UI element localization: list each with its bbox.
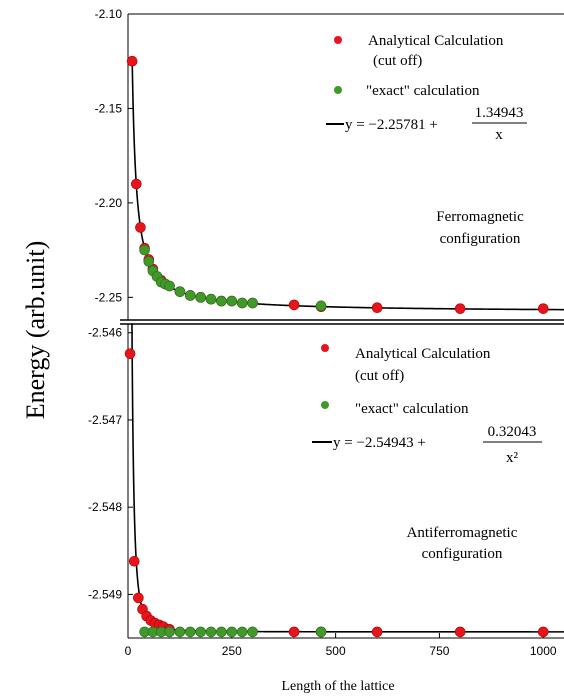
top-panel: -2.10 -2.15 -2.20 -2.25 Analytical Calculat… bbox=[95, 7, 564, 320]
top-exact-point bbox=[184, 290, 196, 301]
bottom-exact-point bbox=[247, 626, 258, 638]
x-tick-label: 500 bbox=[326, 644, 346, 658]
bottom-legend-fit-denominator: x² bbox=[506, 450, 519, 466]
bottom-x-ticks: 0 250 500 750 1000 bbox=[125, 633, 557, 658]
top-analytical-point bbox=[537, 303, 549, 314]
y-axis-label: Energy (arb.unit) bbox=[21, 241, 50, 420]
top-exact-point bbox=[315, 300, 327, 312]
bottom-exact-point bbox=[184, 626, 196, 638]
bottom-exact-point bbox=[236, 626, 248, 638]
top-exact-point bbox=[139, 244, 150, 256]
top-analytical-point bbox=[288, 299, 300, 311]
bottom-analytical-point bbox=[288, 626, 300, 638]
top-note-line1: Ferromagnetic bbox=[436, 209, 524, 225]
bottom-exact-point bbox=[216, 626, 227, 638]
x-tick-label: 250 bbox=[222, 644, 242, 658]
top-legend-fit-numerator: 1.34943 bbox=[475, 105, 524, 121]
bottom-legend-analytical-label-2: (cut off) bbox=[355, 368, 404, 384]
top-exact-point bbox=[174, 286, 186, 297]
top-legend-fit-denominator: x bbox=[495, 127, 503, 143]
top-analytical-point bbox=[135, 222, 146, 233]
top-y-ticks: -2.10 -2.15 -2.20 -2.25 bbox=[95, 7, 133, 304]
top-exact-point bbox=[226, 295, 238, 307]
top-legend-exact-label: "exact" calculation bbox=[366, 83, 480, 99]
bottom-y-tick-label: -2.547 bbox=[88, 413, 122, 427]
bottom-exact-point bbox=[164, 626, 175, 638]
x-tick-label: 750 bbox=[429, 644, 449, 658]
bottom-fit-curve bbox=[131, 323, 564, 633]
top-legend-analytical-label-2: (cut off) bbox=[373, 53, 422, 69]
top-legend-analytical-label: Analytical Calculation bbox=[368, 33, 504, 49]
top-legend-fit-lhs: y = −2.25781 + bbox=[345, 117, 438, 133]
top-analytical-point bbox=[131, 178, 142, 190]
top-analytical-point bbox=[454, 303, 466, 314]
top-exact-point bbox=[247, 297, 258, 309]
bottom-legend-exact-marker bbox=[321, 401, 329, 409]
bottom-legend-fit-lhs: y = −2.54943 + bbox=[333, 435, 426, 451]
top-exact-point bbox=[205, 293, 217, 305]
bottom-y-ticks: -2.546 -2.547 -2.548 -2.549 bbox=[88, 326, 133, 601]
bottom-y-tick-label: -2.546 bbox=[88, 326, 122, 340]
top-analytical-point bbox=[371, 302, 383, 314]
top-y-tick-label: -2.10 bbox=[95, 7, 123, 21]
bottom-analytical-point bbox=[128, 555, 140, 567]
bottom-analytical-point bbox=[133, 592, 144, 604]
bottom-exact-point bbox=[226, 626, 238, 638]
bottom-analytical-point bbox=[537, 626, 549, 638]
bottom-legend-analytical-marker bbox=[321, 344, 329, 352]
bottom-exact-point bbox=[195, 626, 206, 638]
x-tick-label: 0 bbox=[125, 644, 132, 658]
bottom-exact-point bbox=[315, 626, 327, 638]
bottom-exact-point bbox=[174, 626, 186, 638]
top-exact-point bbox=[236, 297, 248, 309]
bottom-legend-exact-label: "exact" calculation bbox=[355, 401, 469, 417]
x-tick-label: 1000 bbox=[530, 644, 557, 658]
top-y-tick-label: -2.20 bbox=[95, 196, 123, 210]
top-exact-point bbox=[164, 280, 175, 292]
top-fit-curve bbox=[131, 57, 564, 311]
bottom-data-points bbox=[124, 348, 549, 638]
top-exact-point bbox=[216, 295, 227, 307]
top-legend-analytical-marker bbox=[334, 36, 342, 44]
top-legend-exact-marker bbox=[334, 86, 342, 94]
bottom-legend-analytical-label: Analytical Calculation bbox=[355, 346, 491, 362]
top-data-points bbox=[126, 55, 549, 314]
top-note-line2: configuration bbox=[440, 231, 521, 247]
top-legend: Analytical Calculation (cut off) "exact"… bbox=[326, 33, 527, 143]
bottom-analytical-point bbox=[454, 626, 466, 638]
bottom-analytical-point bbox=[124, 348, 136, 359]
bottom-panel: -2.546-2.547-2.548-2.549 0 250 500 750 1000 … bbox=[88, 323, 564, 658]
bottom-y-tick-label: -2.549 bbox=[88, 587, 122, 601]
x-axis-label: Length of the lattice bbox=[281, 679, 394, 694]
bottom-y-tick-label: -2.548 bbox=[88, 500, 122, 514]
top-exact-point bbox=[195, 292, 206, 303]
bottom-analytical-point bbox=[371, 626, 383, 638]
top-y-tick-label: -2.15 bbox=[95, 101, 123, 115]
bottom-note-line2: configuration bbox=[422, 546, 503, 562]
bottom-note-line1: Antiferromagnetic bbox=[407, 525, 518, 541]
top-exact-point bbox=[143, 256, 155, 267]
top-analytical-point bbox=[126, 55, 138, 67]
top-y-tick-label: -2.25 bbox=[95, 290, 123, 304]
bottom-exact-point bbox=[205, 626, 217, 638]
bottom-legend-fit-numerator: 0.32043 bbox=[488, 424, 537, 440]
bottom-legend: Analytical Calculation (cut off) "exact"… bbox=[312, 344, 542, 466]
